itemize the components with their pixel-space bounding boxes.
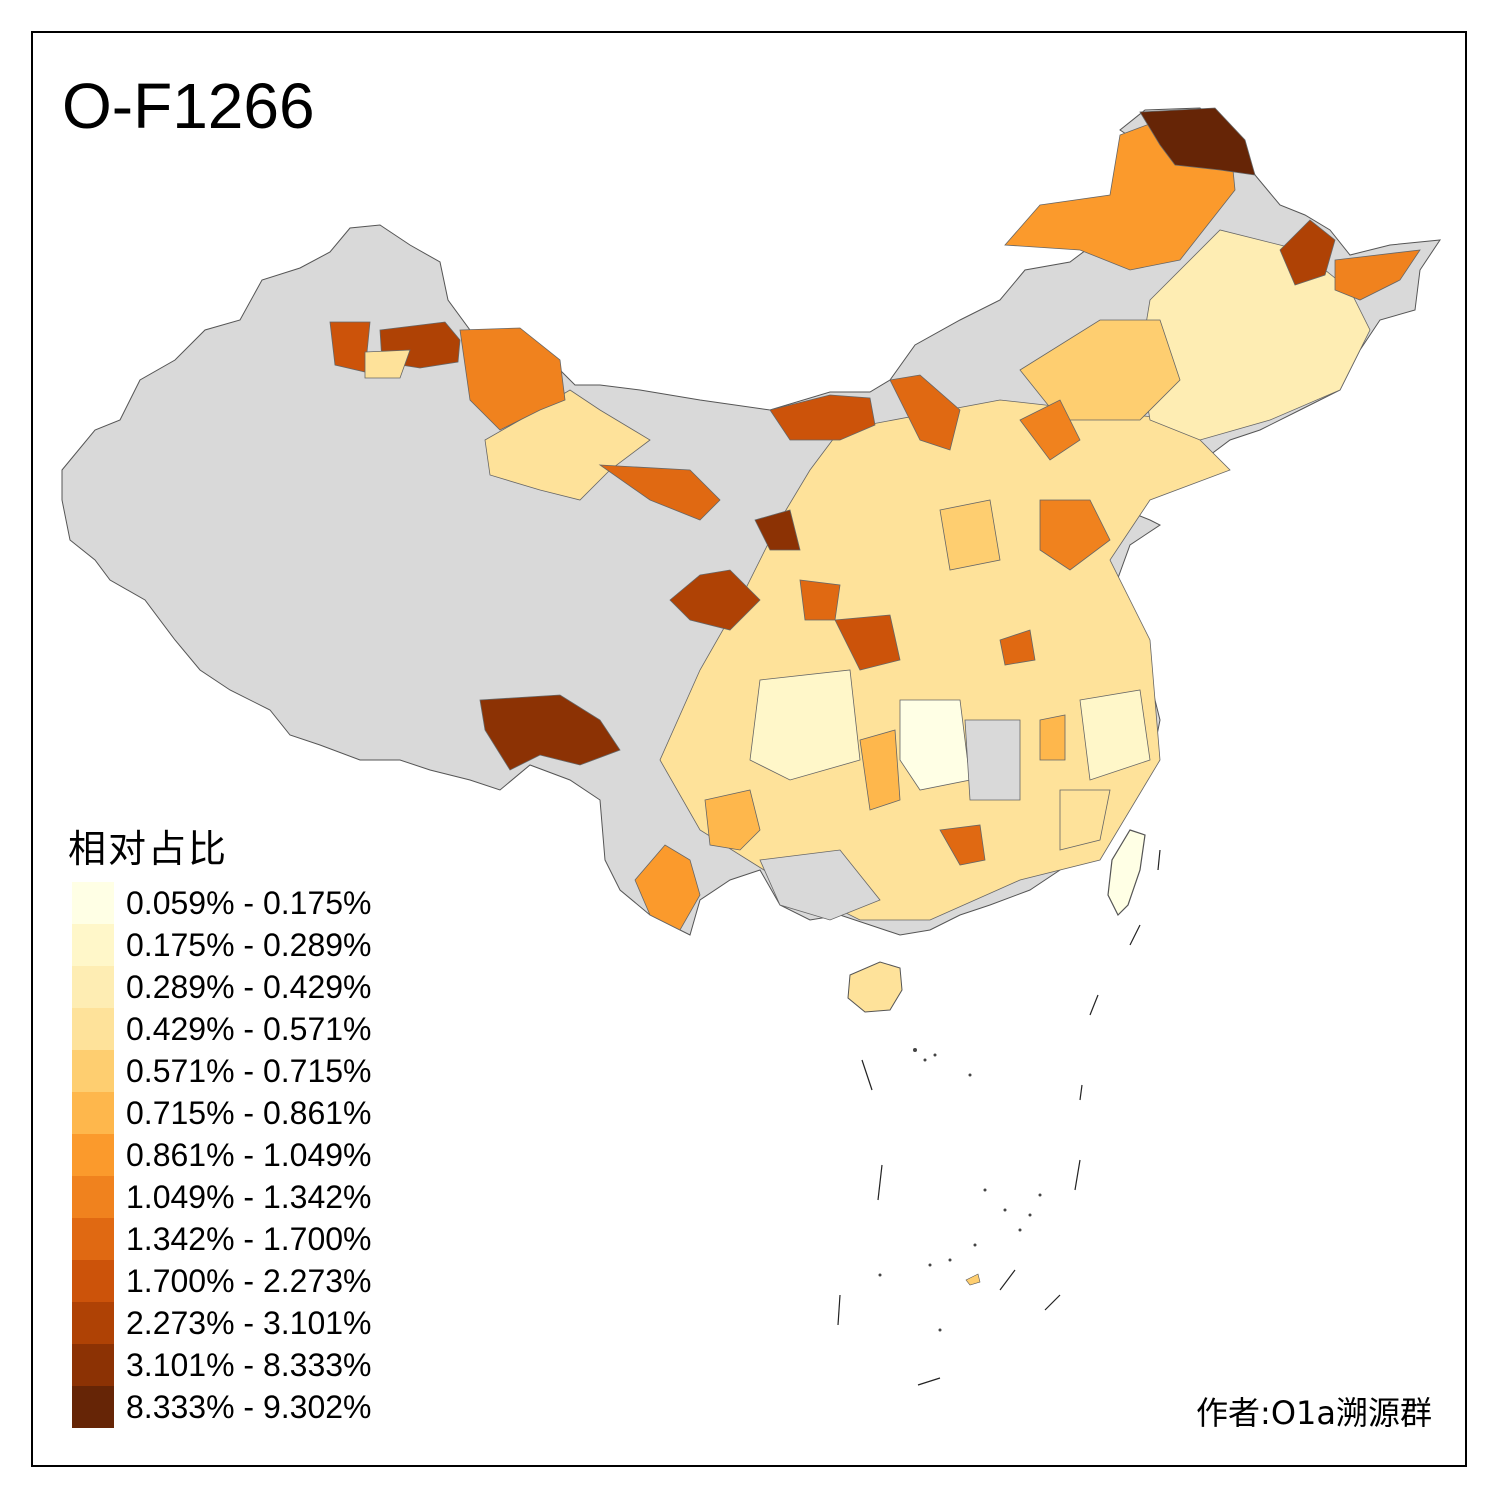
legend-label: 2.273% - 3.101% [126, 1305, 372, 1341]
legend-swatch [72, 1050, 114, 1092]
legend-label: 0.059% - 0.175% [126, 885, 372, 921]
legend-swatch [72, 1008, 114, 1050]
legend-label: 0.429% - 0.571% [126, 1011, 372, 1047]
legend-label: 1.700% - 2.273% [126, 1263, 372, 1299]
legend-swatch [72, 966, 114, 1008]
legend-swatch [72, 1134, 114, 1176]
legend-label: 0.175% - 0.289% [126, 927, 372, 963]
legend-label: 1.049% - 1.342% [126, 1179, 372, 1215]
map-frame [31, 31, 1467, 1467]
legend-label: 3.101% - 8.333% [126, 1347, 372, 1383]
island-small-highlight [965, 1273, 981, 1286]
legend-swatch [72, 1092, 114, 1134]
island-taiwan [1107, 829, 1146, 917]
map-title: O-F1266 [62, 70, 315, 142]
legend-swatch [72, 1176, 114, 1218]
legend-swatch [72, 924, 114, 966]
legend-swatch [72, 1218, 114, 1260]
legend-swatch [72, 1386, 114, 1428]
legend-label: 0.289% - 0.429% [126, 969, 372, 1005]
scs-boundary-marks [837, 849, 1161, 1386]
legend-label: 0.571% - 0.715% [126, 1053, 372, 1089]
legend-swatch [72, 1260, 114, 1302]
legend-label: 8.333% - 9.302% [126, 1389, 372, 1425]
legend-label: 1.342% - 1.700% [126, 1221, 372, 1257]
legend-swatch [72, 1344, 114, 1386]
legend-label: 0.861% - 1.049% [126, 1137, 372, 1173]
legend-swatch [72, 882, 114, 924]
legend-swatch [72, 1302, 114, 1344]
region-fills [329, 107, 1421, 931]
legend-title: 相对占比 [68, 827, 229, 871]
legend-label: 0.715% - 0.861% [126, 1095, 372, 1131]
scs-islands [878, 1048, 1042, 1332]
author-credit: 作者:O1a溯源群 [1196, 1394, 1432, 1432]
island-hainan [847, 961, 903, 1013]
